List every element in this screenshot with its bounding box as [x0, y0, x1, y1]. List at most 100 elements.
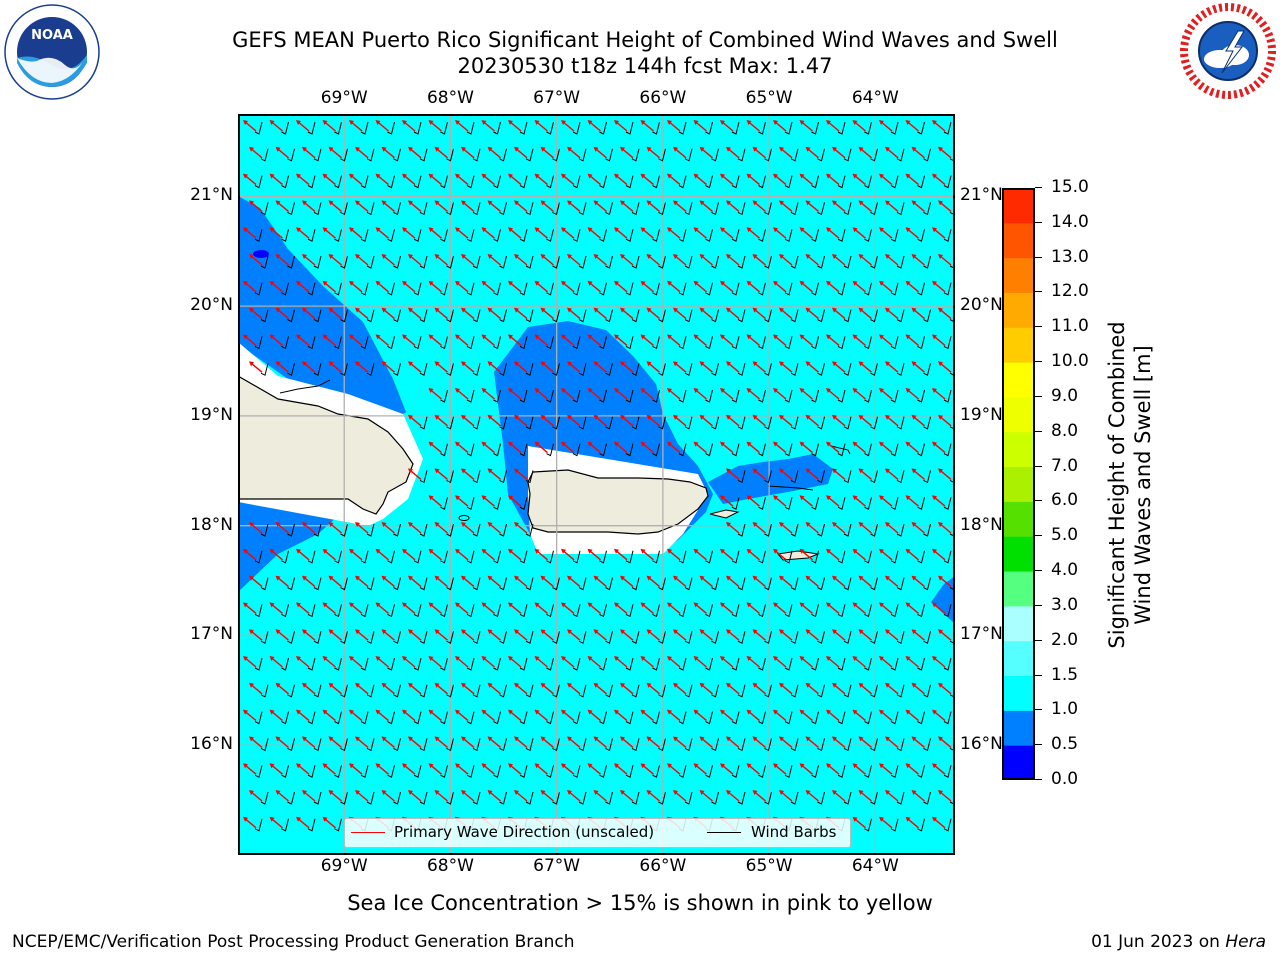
- wave-direction-arrowhead: [249, 575, 254, 581]
- wind-barb: [711, 363, 719, 376]
- wind-barb: [605, 684, 613, 698]
- wind-barb: [870, 309, 878, 323]
- lon-tick-label-top: 65°W: [745, 88, 793, 108]
- wind-barb: [313, 738, 322, 752]
- wind-barb: [472, 738, 481, 752]
- wind-barb: [552, 416, 560, 430]
- wave-direction-arrowhead: [508, 173, 513, 179]
- wind-barb: [837, 550, 846, 564]
- wave-direction-arrowhead: [699, 575, 705, 581]
- wave-direction-arrowhead: [620, 254, 625, 259]
- wind-barb: [340, 791, 348, 805]
- wave-direction-arrowhead: [428, 120, 434, 125]
- wind-barb: [837, 711, 846, 725]
- wind-barb: [764, 416, 772, 430]
- wave-direction-arrowhead: [752, 307, 758, 313]
- wind-barb: [499, 416, 507, 430]
- wave-direction-arrowhead: [673, 414, 678, 420]
- wave-direction-arrowhead: [805, 736, 811, 742]
- wave-direction-arrowhead: [593, 736, 599, 742]
- wind-barb: [340, 523, 348, 537]
- wave-direction-arrowhead: [508, 120, 513, 125]
- wave-direction-arrowhead: [296, 227, 301, 233]
- colorbar-tick-label: 8.0: [1051, 420, 1079, 441]
- wave-direction-arrowhead: [349, 548, 354, 554]
- wave-direction-arrowhead: [746, 173, 752, 179]
- wave-direction-arrowhead: [402, 227, 407, 233]
- wind-barb: [413, 711, 422, 725]
- wind-barb: [360, 336, 369, 350]
- wind-barb: [764, 738, 772, 752]
- wind-barb: [440, 282, 448, 296]
- wind-barb: [254, 229, 263, 242]
- wind-barb: [705, 121, 713, 135]
- wave-direction-arrowhead: [302, 682, 307, 688]
- wind-barb: [890, 818, 899, 832]
- wave-direction-arrowhead: [296, 602, 301, 608]
- colorbar-segment: [1002, 745, 1035, 781]
- wave-direction-arrowhead: [269, 709, 275, 715]
- wave-direction-arrowhead: [720, 441, 725, 447]
- wind-barb: [817, 523, 825, 537]
- wind-barb: [440, 336, 448, 350]
- wind-barb: [870, 363, 878, 376]
- wind-barb: [572, 711, 581, 725]
- wave-direction-arrowhead: [249, 736, 254, 742]
- wind-barb: [578, 791, 587, 805]
- wave-direction-arrowhead: [832, 146, 837, 152]
- wave-direction-arrowhead: [269, 280, 275, 286]
- noaa-logo: NOAA: [3, 3, 101, 101]
- wind-barb: [519, 604, 528, 618]
- lon-tick-label-bottom: 66°W: [639, 856, 687, 876]
- wind-barb: [472, 684, 481, 698]
- wind-barb: [678, 121, 687, 135]
- wind-barb: [446, 738, 454, 752]
- wind-barb: [943, 229, 952, 242]
- wave-direction-arrowhead: [799, 763, 805, 769]
- wave-direction-arrowhead: [673, 307, 678, 313]
- colorbar-tick-mark: [1035, 187, 1042, 188]
- wave-direction-arrowhead: [852, 334, 858, 340]
- wind-barb: [546, 604, 554, 618]
- wave-direction-arrowhead: [852, 173, 858, 179]
- wave-direction-arrowhead: [905, 656, 911, 661]
- wind-barb: [658, 202, 666, 216]
- wind-barb: [493, 443, 501, 457]
- wind-barb: [870, 791, 878, 805]
- wave-direction-arrowhead: [434, 361, 440, 367]
- wind-barb: [260, 577, 269, 591]
- wave-direction-arrowhead: [275, 146, 281, 152]
- wave-direction-arrowhead: [408, 254, 413, 259]
- wind-barb: [837, 229, 846, 242]
- wind-barb: [446, 791, 454, 805]
- wave-direction-arrowhead: [799, 120, 805, 125]
- wind-barb: [843, 470, 852, 484]
- wind-barb: [493, 175, 501, 189]
- lat-tick-label-left: 20°N: [190, 295, 233, 316]
- colorbar-segment: [1002, 396, 1035, 433]
- wave-direction-arrowhead: [773, 280, 778, 286]
- wave-direction-arrowhead: [567, 254, 572, 259]
- wave-direction-arrowhead: [514, 629, 519, 635]
- wave-direction-arrowhead: [614, 280, 619, 286]
- wind-barb: [890, 121, 899, 135]
- wave-direction-arrowhead: [720, 173, 725, 179]
- wind-barb: [599, 229, 607, 242]
- wave-direction-arrowhead: [852, 602, 858, 608]
- wave-direction-arrowhead: [296, 548, 301, 554]
- wind-barb: [340, 684, 348, 698]
- wave-direction-arrowhead: [375, 656, 381, 661]
- wave-direction-arrowhead: [302, 629, 307, 635]
- wave-direction-arrowhead: [879, 120, 884, 125]
- wave-direction-arrowhead: [481, 709, 487, 715]
- wave-direction-arrowhead: [879, 388, 884, 393]
- wind-barb: [366, 202, 375, 216]
- sea-ice-note: Sea Ice Concentration > 15% is shown in …: [347, 891, 933, 915]
- wave-direction-arrowhead: [752, 682, 758, 688]
- wave-direction-arrowhead: [381, 629, 387, 635]
- wave-direction-arrowhead: [905, 602, 911, 608]
- wave-direction-arrowhead: [514, 254, 519, 259]
- wave-direction-arrowhead: [799, 602, 805, 608]
- wave-direction-arrowhead: [640, 441, 646, 447]
- wave-direction-arrowhead: [852, 656, 858, 661]
